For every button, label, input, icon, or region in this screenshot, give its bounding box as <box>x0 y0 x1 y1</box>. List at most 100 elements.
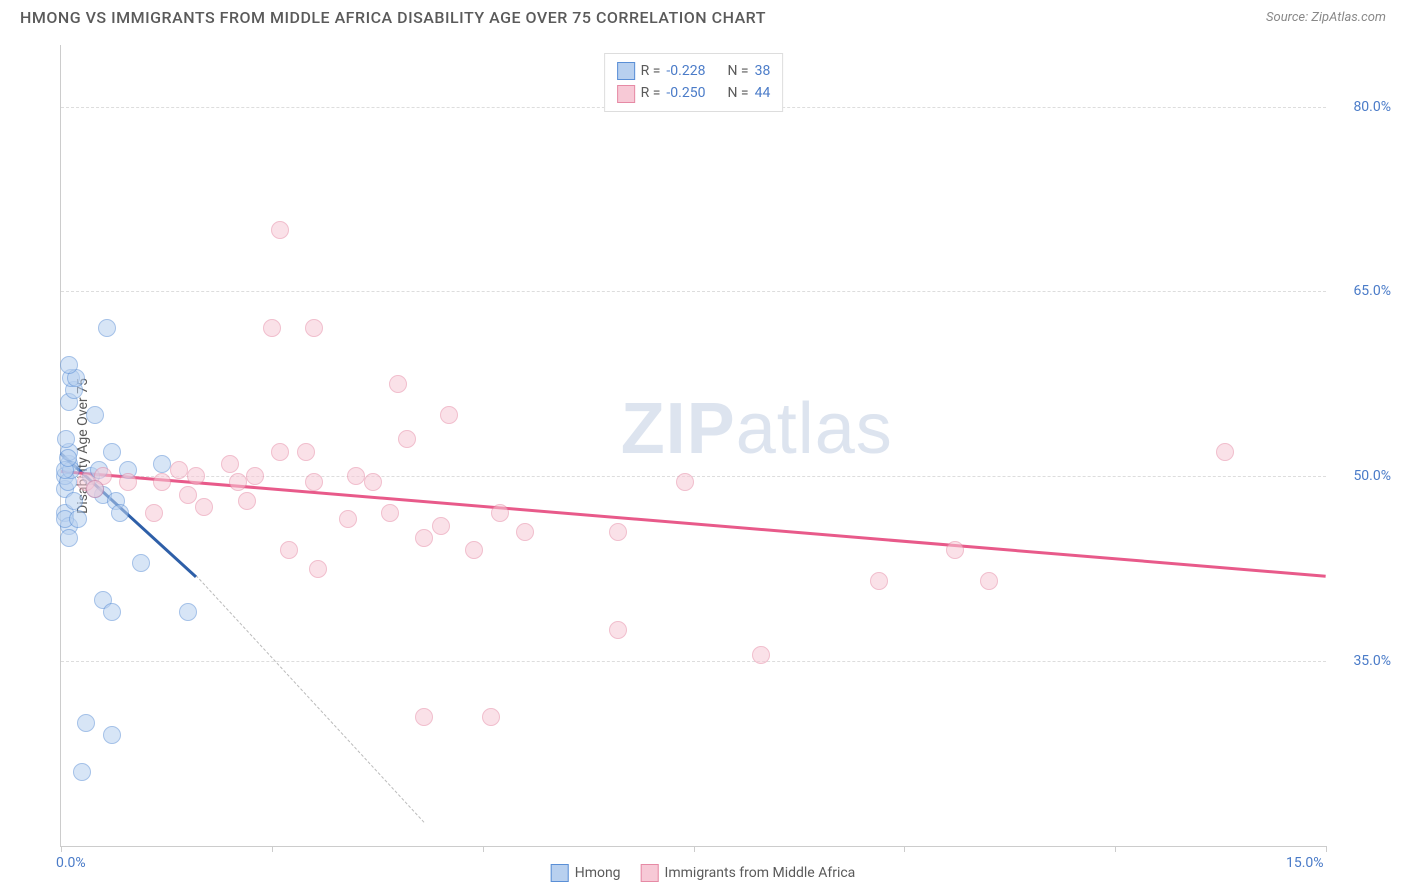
data-point <box>132 554 150 572</box>
x-tick <box>904 846 905 852</box>
gridline <box>61 291 1326 292</box>
data-point <box>246 467 264 485</box>
x-tick <box>694 846 695 852</box>
n-value: 44 <box>755 82 771 104</box>
watermark-zip: ZIP <box>621 389 736 469</box>
data-point <box>60 356 78 374</box>
gridline <box>61 661 1326 662</box>
data-point <box>432 517 450 535</box>
x-tick-label: 0.0% <box>56 855 86 871</box>
data-point <box>60 529 78 547</box>
data-point <box>465 541 483 559</box>
correlation-legend: R =-0.228 N = 38 R =-0.250 N = 44 <box>604 53 784 112</box>
x-tick <box>1326 846 1327 852</box>
legend-label-immigrants: Immigrants from Middle Africa <box>665 865 856 881</box>
data-point <box>398 430 416 448</box>
swatch-icon <box>617 85 635 103</box>
data-point <box>153 473 171 491</box>
r-value: -0.250 <box>666 82 705 104</box>
data-point <box>103 726 121 744</box>
data-point <box>111 504 129 522</box>
chart-container: Disability Age Over 75 ZIPatlas 35.0%50.… <box>50 45 1326 847</box>
data-point <box>86 480 104 498</box>
x-tick <box>61 846 62 852</box>
legend-item-immigrants: Immigrants from Middle Africa <box>641 864 856 882</box>
data-point <box>271 443 289 461</box>
data-point <box>77 714 95 732</box>
n-value: 38 <box>755 60 771 82</box>
data-point <box>86 406 104 424</box>
r-label: R = <box>641 82 661 104</box>
data-point <box>1216 443 1234 461</box>
data-point <box>347 467 365 485</box>
n-label: N = <box>727 60 748 82</box>
data-point <box>69 510 87 528</box>
chart-title: HMONG VS IMMIGRANTS FROM MIDDLE AFRICA D… <box>20 8 766 27</box>
data-point <box>238 492 256 510</box>
data-point <box>440 406 458 424</box>
data-point <box>482 708 500 726</box>
x-tick <box>483 846 484 852</box>
data-point <box>103 603 121 621</box>
trend-extension <box>196 575 424 822</box>
legend-item-hmong: Hmong <box>551 864 621 882</box>
data-point <box>297 443 315 461</box>
source-label: Source: ZipAtlas.com <box>1266 10 1386 25</box>
data-point <box>65 492 83 510</box>
correlation-legend-row: R =-0.250 N = 44 <box>617 82 771 104</box>
data-point <box>516 523 534 541</box>
data-point <box>752 646 770 664</box>
y-tick-label: 65.0% <box>1353 283 1391 299</box>
data-point <box>57 430 75 448</box>
plot-area: ZIPatlas 35.0%50.0%65.0%80.0%0.0%15.0%R … <box>60 45 1326 847</box>
data-point <box>153 455 171 473</box>
data-point <box>195 498 213 516</box>
data-point <box>609 621 627 639</box>
data-point <box>305 473 323 491</box>
data-point <box>179 486 197 504</box>
correlation-legend-row: R =-0.228 N = 38 <box>617 60 771 82</box>
data-point <box>179 603 197 621</box>
x-tick <box>1115 846 1116 852</box>
data-point <box>280 541 298 559</box>
swatch-icon <box>617 62 635 80</box>
r-label: R = <box>641 60 661 82</box>
y-tick-label: 80.0% <box>1353 99 1391 115</box>
watermark: ZIPatlas <box>621 388 893 470</box>
data-point <box>145 504 163 522</box>
data-point <box>59 449 77 467</box>
data-point <box>119 473 137 491</box>
swatch-immigrants-icon <box>641 864 659 882</box>
swatch-hmong-icon <box>551 864 569 882</box>
data-point <box>364 473 382 491</box>
data-point <box>170 461 188 479</box>
n-label: N = <box>727 82 748 104</box>
x-tick-label: 15.0% <box>1286 855 1324 871</box>
data-point <box>381 504 399 522</box>
data-point <box>98 319 116 337</box>
data-point <box>103 443 121 461</box>
data-point <box>389 375 407 393</box>
trend-line <box>61 470 1326 577</box>
data-point <box>221 455 239 473</box>
legend-bottom: Hmong Immigrants from Middle Africa <box>551 864 856 882</box>
data-point <box>309 560 327 578</box>
y-tick-label: 35.0% <box>1353 653 1391 669</box>
data-point <box>339 510 357 528</box>
data-point <box>609 523 627 541</box>
data-point <box>73 763 91 781</box>
data-point <box>676 473 694 491</box>
data-point <box>980 572 998 590</box>
r-value: -0.228 <box>666 60 705 82</box>
data-point <box>229 473 247 491</box>
data-point <box>305 319 323 337</box>
data-point <box>263 319 281 337</box>
data-point <box>187 467 205 485</box>
data-point <box>415 708 433 726</box>
data-point <box>491 504 509 522</box>
watermark-atlas: atlas <box>736 389 893 469</box>
data-point <box>271 221 289 239</box>
y-tick-label: 50.0% <box>1353 468 1391 484</box>
x-tick <box>272 846 273 852</box>
data-point <box>946 541 964 559</box>
